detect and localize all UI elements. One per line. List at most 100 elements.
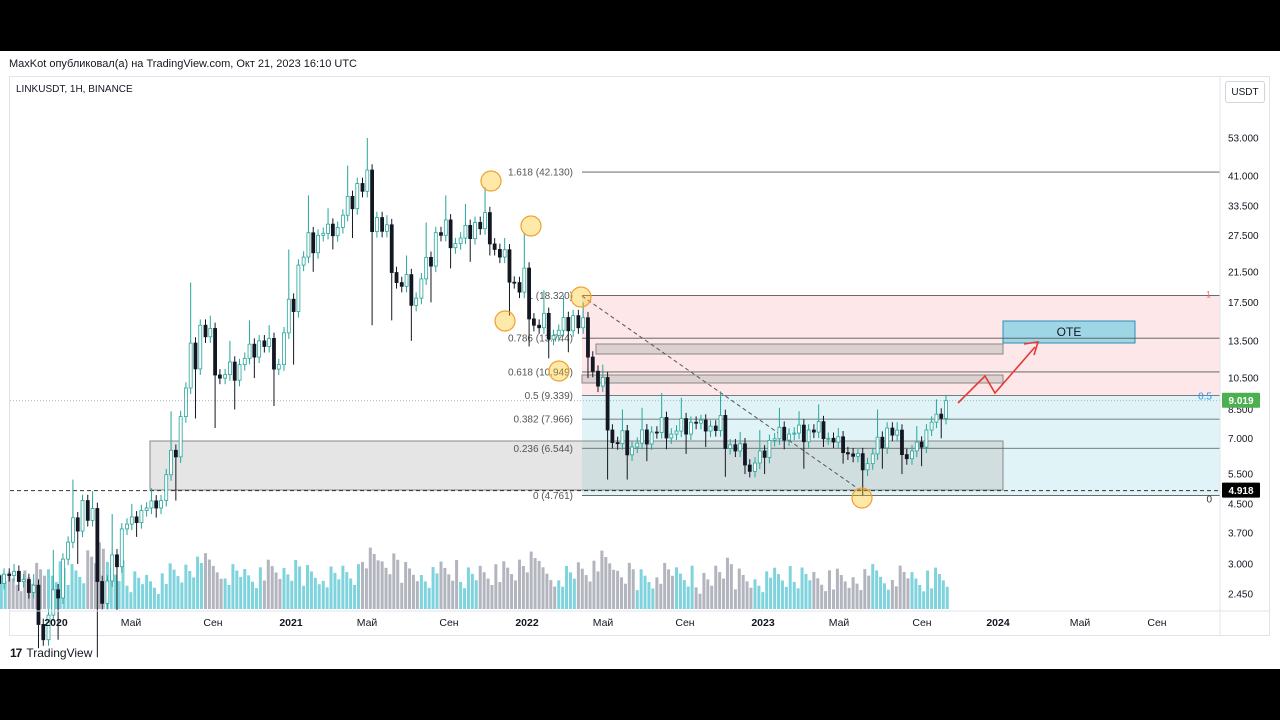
volume-bar <box>274 572 278 609</box>
candle-body <box>178 416 183 458</box>
candle-body <box>600 377 605 387</box>
candle-body <box>389 224 394 273</box>
volume-bar <box>290 580 294 609</box>
volume-bar <box>451 580 455 609</box>
candle-body <box>708 425 713 432</box>
candle-body <box>105 580 110 604</box>
candle-body <box>414 297 419 306</box>
volume-bar <box>137 577 141 609</box>
swing-point-circle <box>480 170 502 192</box>
volume-bar <box>258 567 262 609</box>
volume-bar <box>470 573 474 609</box>
volume-bar <box>78 576 82 609</box>
volume-bar <box>490 585 494 609</box>
volume-bar <box>926 570 930 609</box>
candle-body <box>291 298 296 312</box>
volume-bar <box>247 575 251 609</box>
candle-body <box>865 463 870 471</box>
volume-bar <box>498 582 502 609</box>
volume-bar <box>678 573 682 609</box>
volume-bar <box>647 582 651 609</box>
volume-bar <box>337 579 341 609</box>
volume-bar <box>898 565 902 609</box>
volume-bar <box>278 578 282 609</box>
candle-body <box>164 474 169 501</box>
candle-body <box>743 443 747 466</box>
candle-body <box>586 317 590 358</box>
candle-body <box>394 272 399 283</box>
volume-bar <box>827 570 831 609</box>
volume-bar <box>906 578 910 609</box>
candle-body <box>154 500 159 509</box>
candle-body <box>880 436 885 449</box>
candle-body <box>61 558 65 599</box>
volume-bar <box>745 581 749 609</box>
candle-body <box>208 328 213 338</box>
candle-body <box>316 234 320 254</box>
currency-selector-button[interactable]: USDT <box>1225 81 1265 103</box>
volume-bar <box>415 581 419 609</box>
volume-bar <box>847 587 851 609</box>
x-tick-label: 2020 <box>44 617 68 629</box>
candle-body <box>374 217 379 232</box>
volume-bar <box>325 587 329 609</box>
candle-body <box>767 440 772 458</box>
volume-bar <box>545 573 549 609</box>
candle-body <box>801 424 806 443</box>
volume-bar <box>231 564 235 609</box>
volume-bar <box>608 563 612 609</box>
x-tick-label: Сен <box>675 617 694 629</box>
volume-bar <box>643 575 647 609</box>
volume-bar <box>235 570 239 609</box>
fib-label: 0.5 (9.339) <box>525 391 573 402</box>
volume-bar <box>294 560 298 609</box>
volume-bar <box>659 583 663 609</box>
volume-bar <box>396 559 400 609</box>
volume-bar <box>553 586 557 609</box>
candle-body <box>596 370 600 387</box>
volume-bar <box>631 569 635 609</box>
candle-body <box>723 415 728 449</box>
volume-bar <box>890 579 894 609</box>
candle-body <box>836 436 841 443</box>
volume-bar <box>686 586 690 609</box>
candle-body <box>110 554 115 582</box>
volume-bar <box>192 577 196 609</box>
candle-body <box>433 232 438 267</box>
candle-body <box>910 450 914 460</box>
volume-bar <box>204 553 207 609</box>
volume-bar <box>47 569 50 609</box>
volume-bar <box>215 572 219 609</box>
candle-body <box>699 419 703 424</box>
candle-body <box>252 343 257 358</box>
candle-body <box>237 364 242 381</box>
candle-body <box>527 267 531 320</box>
volume-bar <box>592 560 596 609</box>
volume-bar <box>651 588 655 609</box>
y-tick-label: 27.500 <box>1228 231 1259 242</box>
volume-bar <box>400 582 404 609</box>
candle-body <box>689 421 693 435</box>
candle-body <box>286 298 291 334</box>
candle-body <box>7 573 12 576</box>
volume-bar <box>58 561 62 609</box>
candle-body <box>826 437 831 440</box>
volume-bar <box>19 591 23 609</box>
volume-bar <box>851 577 855 609</box>
price-chart-svg[interactable]: OTE 1.618 (42.130) 1 (18.320) 0.786 (13.744… <box>0 51 1280 669</box>
y-tick-label: 8.500 <box>1228 405 1253 416</box>
candle-body <box>213 328 218 376</box>
candle-body <box>846 452 850 455</box>
volume-bar <box>219 578 223 609</box>
volume-bar <box>753 579 757 609</box>
volume-bar <box>168 563 172 609</box>
candle-body <box>340 214 345 228</box>
candle-body <box>811 429 816 433</box>
tradingview-footer[interactable]: 17 TradingView <box>10 646 92 660</box>
candle-body <box>272 338 276 370</box>
ote-zone <box>1002 320 1136 344</box>
candle-body <box>517 282 522 293</box>
volume-bar <box>777 574 781 609</box>
candle-body <box>223 374 228 379</box>
candle-body <box>95 508 100 582</box>
